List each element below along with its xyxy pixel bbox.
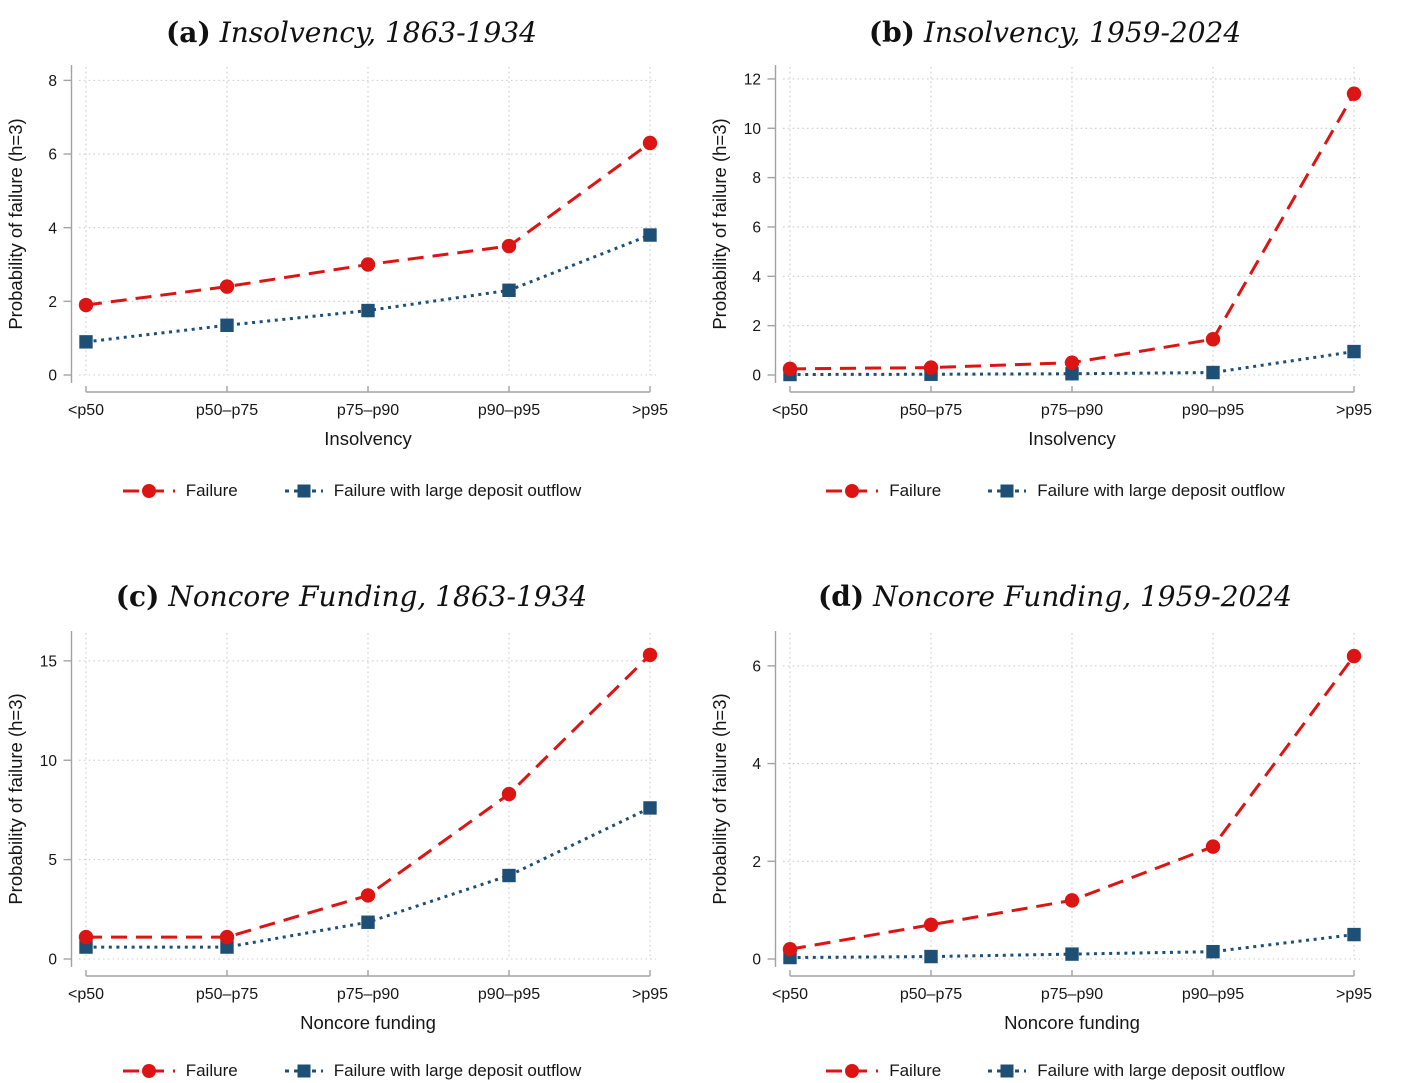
panel-a-letter: (a) bbox=[166, 16, 211, 49]
svg-text:<p50: <p50 bbox=[68, 986, 104, 1003]
panel-a-title-text: Insolvency, 1863-1934 bbox=[219, 16, 537, 49]
outflow-legend-marker-icon bbox=[988, 1064, 1027, 1078]
svg-text:6: 6 bbox=[752, 658, 761, 675]
svg-text:Insolvency: Insolvency bbox=[1028, 428, 1116, 449]
svg-text:8: 8 bbox=[48, 73, 57, 90]
legend-item-outflow: Failure with large deposit outflow bbox=[987, 481, 1285, 501]
legend-d: Failure Failure with large deposit outfl… bbox=[825, 1061, 1285, 1081]
failure-legend-marker-icon bbox=[122, 1064, 175, 1078]
svg-text:6: 6 bbox=[48, 147, 57, 164]
panel-c: (c) Noncore Funding, 1863-1934 0 5 10 15 <p50… bbox=[0, 540, 703, 1083]
svg-text:Noncore funding: Noncore funding bbox=[300, 1012, 436, 1033]
svg-text:p75–p90: p75–p90 bbox=[1040, 402, 1102, 419]
svg-text:>p95: >p95 bbox=[632, 986, 668, 1003]
svg-text:p90–p95: p90–p95 bbox=[1181, 402, 1243, 419]
svg-text:<p50: <p50 bbox=[68, 402, 104, 419]
legend-label-failure: Failure bbox=[185, 481, 238, 500]
svg-text:2: 2 bbox=[48, 294, 57, 311]
legend-label-failure: Failure bbox=[889, 481, 942, 500]
failure-legend-marker-icon bbox=[826, 1064, 879, 1078]
svg-text:p75–p90: p75–p90 bbox=[337, 986, 399, 1003]
svg-text:p75–p90: p75–p90 bbox=[337, 402, 399, 419]
svg-text:2: 2 bbox=[752, 854, 761, 871]
legend-a: Failure Failure with large deposit outfl… bbox=[122, 481, 582, 501]
svg-text:0: 0 bbox=[752, 368, 761, 385]
failure-legend-marker-icon bbox=[826, 484, 879, 498]
panel-d-title-text: Noncore Funding, 1959-2024 bbox=[873, 580, 1292, 613]
svg-text:8: 8 bbox=[752, 170, 761, 187]
chart-noncore-funding-1863-1934: 0 5 10 15 <p50 p50–p75 p75–p90 p90–p95 >p95 Nonco… bbox=[5, 631, 668, 1033]
svg-text:4: 4 bbox=[752, 756, 761, 773]
outflow-legend-marker-icon bbox=[284, 484, 323, 498]
svg-text:Insolvency: Insolvency bbox=[324, 428, 412, 449]
legend-label-outflow: Failure with large deposit outflow bbox=[1037, 481, 1285, 500]
legend-item-failure: Failure bbox=[122, 1061, 238, 1081]
svg-text:p50–p75: p50–p75 bbox=[196, 402, 258, 419]
panel-b-title-text: Insolvency, 1959-2024 bbox=[923, 16, 1242, 49]
svg-text:p75–p90: p75–p90 bbox=[1040, 986, 1102, 1003]
svg-text:6: 6 bbox=[752, 220, 761, 237]
panel-d: (d) Noncore Funding, 1959-2024 0 2 4 6 <p50 p5… bbox=[703, 540, 1407, 1083]
legend-item-outflow: Failure with large deposit outflow bbox=[284, 1061, 582, 1081]
panel-c-letter: (c) bbox=[115, 580, 160, 613]
legend-item-failure: Failure bbox=[825, 481, 941, 501]
legend-c: Failure Failure with large deposit outfl… bbox=[122, 1061, 582, 1081]
panel-c-title-text: Noncore Funding, 1863-1934 bbox=[168, 580, 588, 613]
svg-text:4: 4 bbox=[48, 220, 57, 237]
panel-a-title: (a) Insolvency, 1863-1934 bbox=[166, 16, 537, 49]
svg-text:Noncore funding: Noncore funding bbox=[1004, 1012, 1140, 1033]
legend-item-outflow: Failure with large deposit outflow bbox=[987, 1061, 1285, 1081]
legend-b: Failure Failure with large deposit outfl… bbox=[825, 481, 1285, 501]
svg-text:2: 2 bbox=[752, 318, 761, 335]
legend-item-outflow: Failure with large deposit outflow bbox=[284, 481, 582, 501]
svg-text:12: 12 bbox=[743, 72, 760, 89]
chart-insolvency-1863-1934: 0 2 4 6 8 <p50 p50–p75 p75–p90 p90–p95 >p95 Insolv… bbox=[5, 65, 668, 449]
outflow-legend-marker-icon bbox=[988, 484, 1027, 498]
svg-text:p90–p95: p90–p95 bbox=[478, 402, 540, 419]
svg-text:<p50: <p50 bbox=[771, 402, 807, 419]
svg-text:0: 0 bbox=[752, 952, 761, 969]
svg-text:Probability of failure (h=3): Probability of failure (h=3) bbox=[709, 118, 730, 329]
svg-text:p50–p75: p50–p75 bbox=[196, 986, 258, 1003]
legend-label-failure: Failure bbox=[889, 1061, 942, 1080]
svg-text:>p95: >p95 bbox=[1335, 402, 1371, 419]
svg-text:>p95: >p95 bbox=[632, 402, 668, 419]
chart-noncore-funding-1959-2024: 0 2 4 6 <p50 p50–p75 p75–p90 p90–p95 >p95 Noncore… bbox=[709, 631, 1372, 1033]
svg-text:15: 15 bbox=[40, 653, 57, 670]
svg-text:p50–p75: p50–p75 bbox=[899, 986, 961, 1003]
svg-text:Probability of failure (h=3): Probability of failure (h=3) bbox=[709, 693, 730, 904]
svg-text:<p50: <p50 bbox=[771, 986, 807, 1003]
legend-item-failure: Failure bbox=[122, 481, 238, 501]
legend-label-failure: Failure bbox=[185, 1061, 238, 1080]
chart-insolvency-1959-2024: 0 2 4 6 8 10 12 <p50 p50–p75 p75–p90 p90–p95 >p95 In… bbox=[709, 65, 1372, 449]
panel-c-title: (c) Noncore Funding, 1863-1934 bbox=[116, 580, 587, 613]
svg-text:0: 0 bbox=[48, 952, 57, 969]
panel-b: (b) Insolvency, 1959-2024 0 2 4 6 8 10 12 <p50 p5… bbox=[703, 0, 1407, 540]
panel-d-letter: (d) bbox=[818, 580, 865, 613]
svg-text:5: 5 bbox=[48, 852, 57, 869]
legend-label-outflow: Failure with large deposit outflow bbox=[333, 1061, 582, 1080]
panel-a: (a) Insolvency, 1863-1934 0 2 4 6 8 <p50 p50–p7… bbox=[0, 0, 703, 540]
legend-item-failure: Failure bbox=[825, 1061, 941, 1081]
svg-text:>p95: >p95 bbox=[1335, 986, 1371, 1003]
legend-label-outflow: Failure with large deposit outflow bbox=[1037, 1061, 1285, 1080]
svg-text:p90–p95: p90–p95 bbox=[478, 986, 540, 1003]
outflow-legend-marker-icon bbox=[284, 1064, 323, 1078]
legend-label-outflow: Failure with large deposit outflow bbox=[333, 481, 582, 500]
panel-b-letter: (b) bbox=[868, 16, 915, 49]
svg-text:10: 10 bbox=[743, 121, 761, 138]
panel-d-title: (d) Noncore Funding, 1959-2024 bbox=[818, 580, 1292, 613]
svg-text:p90–p95: p90–p95 bbox=[1181, 986, 1243, 1003]
svg-text:0: 0 bbox=[48, 368, 57, 385]
svg-text:10: 10 bbox=[40, 753, 58, 770]
svg-text:4: 4 bbox=[752, 269, 761, 286]
panel-b-title: (b) Insolvency, 1959-2024 bbox=[869, 16, 1241, 49]
svg-text:Probability of failure (h=3): Probability of failure (h=3) bbox=[5, 118, 26, 329]
failure-legend-marker-icon bbox=[122, 484, 175, 498]
svg-text:p50–p75: p50–p75 bbox=[899, 402, 961, 419]
svg-text:Probability of failure (h=3): Probability of failure (h=3) bbox=[5, 693, 26, 904]
